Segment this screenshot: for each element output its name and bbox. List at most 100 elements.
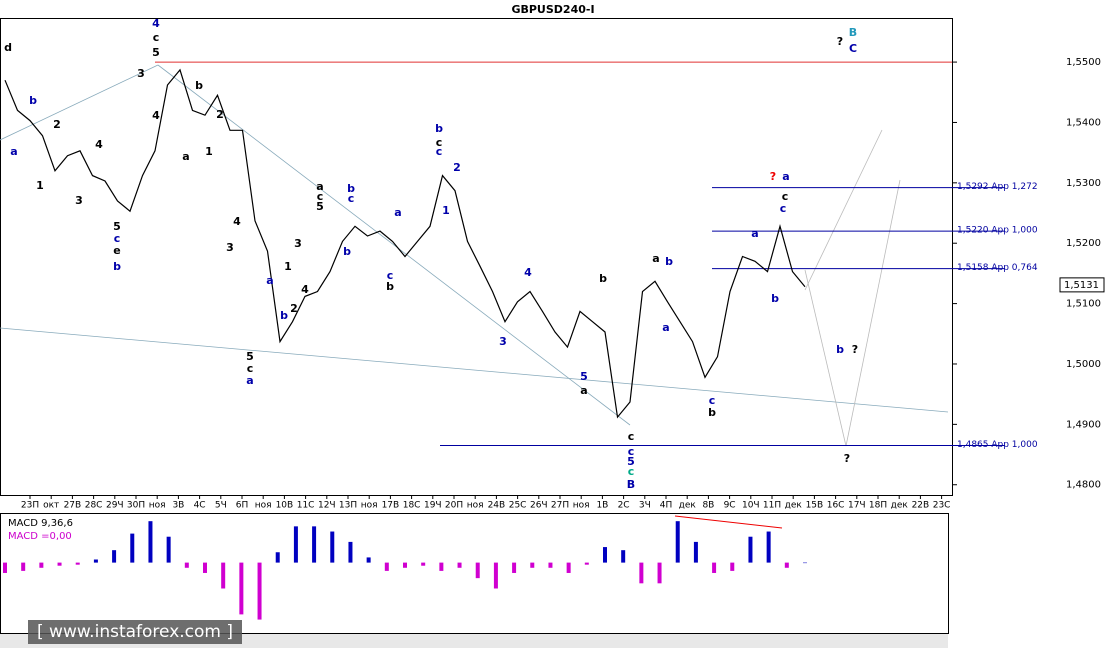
x-tick-label: 25С bbox=[509, 501, 527, 511]
macd-bar bbox=[366, 557, 371, 563]
wave-label: a bbox=[394, 206, 401, 219]
macd-bar bbox=[148, 521, 153, 563]
x-tick-label: дек bbox=[679, 501, 697, 511]
wave-label: 3 bbox=[137, 67, 145, 80]
macd-bar bbox=[712, 562, 717, 573]
x-tick-label: 13П bbox=[339, 501, 357, 511]
macd-bar bbox=[766, 531, 771, 563]
y-tick-label: 1,4900 bbox=[1066, 419, 1101, 430]
x-tick-label: 5Ч bbox=[215, 501, 227, 511]
x-tick-label: 26Ч bbox=[530, 501, 548, 511]
wave-label: 1 bbox=[442, 204, 450, 217]
x-tick-label: ноя bbox=[149, 501, 166, 511]
wave-label: 4 bbox=[233, 215, 241, 228]
x-tick-label: 12Ч bbox=[318, 501, 336, 511]
wave-label: b bbox=[113, 260, 121, 273]
x-tick-label: 15В bbox=[806, 501, 824, 511]
trend-line bbox=[157, 64, 631, 426]
wave-label: b bbox=[665, 255, 673, 268]
x-tick-label: 24В bbox=[488, 501, 506, 511]
macd-title: MACD 9,36,6 bbox=[8, 518, 73, 529]
wave-label: a bbox=[751, 227, 758, 240]
x-tick-label: 2С bbox=[618, 501, 630, 511]
x-tick-label: 29Ч bbox=[106, 501, 124, 511]
x-tick-label: 18П bbox=[869, 501, 887, 511]
wave-label: c bbox=[628, 465, 635, 478]
x-tick-label: 17Ч bbox=[848, 501, 866, 511]
x-tick-label: 28С bbox=[85, 501, 103, 511]
macd-bar bbox=[748, 536, 753, 563]
divergence-line bbox=[674, 515, 783, 529]
x-tick-label: 8В bbox=[702, 501, 714, 511]
wave-label: 5 bbox=[246, 350, 254, 363]
macd-bar bbox=[693, 541, 698, 563]
macd-subtitle: MACD =0,00 bbox=[8, 531, 72, 542]
y-tick-label: 1,5500 bbox=[1066, 57, 1101, 68]
wave-label: 1 bbox=[284, 260, 292, 273]
wave-label: B bbox=[849, 26, 857, 39]
x-tick-label: 1В bbox=[596, 501, 608, 511]
wave-label: b bbox=[343, 245, 351, 258]
wave-label: c bbox=[247, 362, 254, 375]
macd-bar bbox=[493, 562, 498, 589]
x-tick-label: дек bbox=[891, 501, 909, 511]
macd-bar bbox=[21, 562, 26, 571]
wave-label: b bbox=[195, 79, 203, 92]
macd-bar bbox=[3, 562, 7, 573]
x-tick-label: 30П bbox=[127, 501, 145, 511]
wave-label: c bbox=[780, 202, 787, 215]
wave-label: a bbox=[246, 374, 253, 387]
macd-bar bbox=[75, 562, 80, 565]
x-tick-label: 11П bbox=[763, 501, 781, 511]
x-tick-label: 6П bbox=[236, 501, 249, 511]
wave-label: c bbox=[628, 445, 635, 458]
macd-bar bbox=[548, 562, 553, 568]
wave-label: 2 bbox=[453, 161, 461, 174]
macd-bar bbox=[184, 562, 189, 568]
wave-label: ? bbox=[770, 170, 776, 183]
wave-label: b bbox=[29, 94, 37, 107]
macd-frame bbox=[0, 513, 949, 634]
wave-label: b bbox=[280, 309, 288, 322]
macd-bar bbox=[203, 562, 207, 573]
macd-bar bbox=[675, 521, 680, 563]
macd-bar bbox=[239, 562, 244, 615]
macd-bar bbox=[566, 562, 571, 573]
x-tick-label: 18С bbox=[403, 501, 421, 511]
fib-label: 1,5220 App 1,000 bbox=[957, 226, 1038, 236]
macd-bar bbox=[39, 562, 44, 568]
wave-label: b bbox=[386, 280, 394, 293]
x-tick-label: 4П bbox=[660, 501, 673, 511]
x-tick-label: 27В bbox=[64, 501, 82, 511]
macd-bar bbox=[603, 547, 607, 563]
wave-label: 5 bbox=[316, 200, 324, 213]
wave-label: 5 bbox=[627, 455, 635, 468]
macd-bar bbox=[457, 562, 462, 568]
wave-label: 3 bbox=[294, 237, 302, 250]
macd-bar bbox=[439, 562, 444, 571]
wave-label: b bbox=[599, 272, 607, 285]
y-tick-label: 1,5300 bbox=[1066, 178, 1101, 189]
wave-label: b bbox=[708, 406, 716, 419]
watermark: [ www.instaforex.com ] bbox=[37, 622, 233, 642]
wave-label: a bbox=[652, 252, 659, 265]
x-tick-label: ноя bbox=[361, 501, 378, 511]
y-tick-label: 1,4800 bbox=[1066, 480, 1101, 491]
price-line bbox=[4, 68, 806, 419]
y-tick-label: 1,5000 bbox=[1066, 359, 1101, 370]
wave-label: ? bbox=[852, 343, 858, 356]
macd-bar bbox=[257, 562, 262, 620]
macd-bar bbox=[312, 526, 317, 563]
macd-bar bbox=[403, 562, 407, 568]
x-tick-label: дек bbox=[785, 501, 803, 511]
wave-label: a bbox=[782, 170, 789, 183]
x-tick-label: 4С bbox=[194, 501, 206, 511]
wave-label: 5 bbox=[152, 46, 160, 59]
wave-label: B bbox=[627, 478, 635, 491]
wave-label: a bbox=[662, 321, 669, 334]
wave-label: a bbox=[266, 274, 273, 287]
trend-line bbox=[0, 64, 159, 141]
macd-bar bbox=[730, 562, 735, 571]
